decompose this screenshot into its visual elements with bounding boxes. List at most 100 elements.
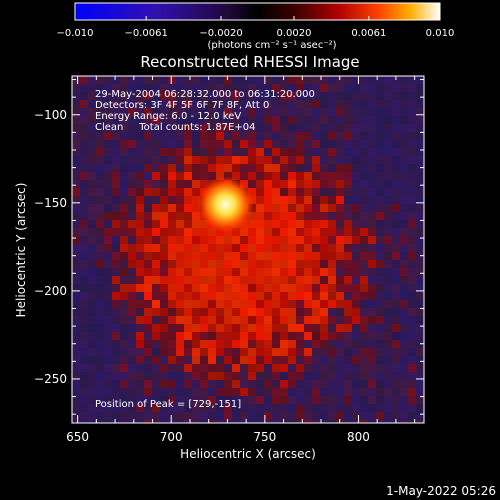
image-pixel: [200, 324, 208, 332]
image-pixel: [392, 412, 400, 420]
image-pixel: [96, 92, 104, 100]
image-pixel: [80, 380, 88, 388]
image-pixel: [136, 420, 144, 423]
image-pixel: [296, 228, 304, 236]
image-pixel: [296, 356, 304, 364]
image-pixel: [392, 268, 400, 276]
image-pixel: [112, 156, 120, 164]
image-pixel: [304, 284, 312, 292]
image-pixel: [216, 284, 224, 292]
image-pixel: [240, 324, 248, 332]
image-pixel: [184, 172, 192, 180]
image-pixel: [408, 132, 416, 140]
image-pixel: [136, 276, 144, 284]
image-pixel: [400, 396, 408, 404]
image-pixel: [400, 324, 408, 332]
image-pixel: [392, 132, 400, 140]
image-pixel: [136, 300, 144, 308]
image-pixel: [152, 212, 160, 220]
image-pixel: [368, 284, 376, 292]
image-pixel: [192, 132, 200, 140]
image-pixel: [304, 244, 312, 252]
image-pixel: [128, 276, 136, 284]
image-pixel: [160, 388, 168, 396]
image-pixel: [384, 108, 392, 116]
image-pixel: [288, 156, 296, 164]
image-pixel: [104, 236, 112, 244]
image-pixel: [320, 164, 328, 172]
image-pixel: [360, 252, 368, 260]
image-pixel: [240, 84, 248, 92]
image-pixel: [352, 396, 360, 404]
image-pixel: [168, 212, 176, 220]
image-pixel: [376, 76, 384, 84]
image-pixel: [264, 340, 272, 348]
image-pixel: [408, 100, 416, 108]
image-pixel: [176, 420, 184, 423]
image-pixel: [160, 204, 168, 212]
image-pixel: [264, 204, 272, 212]
image-pixel: [240, 260, 248, 268]
image-pixel: [312, 316, 320, 324]
image-pixel: [104, 284, 112, 292]
image-pixel: [128, 204, 136, 212]
image-pixel: [328, 236, 336, 244]
image-pixel: [216, 124, 224, 132]
image-pixel: [208, 116, 216, 124]
image-pixel: [248, 372, 256, 380]
image-pixel: [384, 260, 392, 268]
image-pixel: [80, 260, 88, 268]
image-pixel: [104, 372, 112, 380]
image-pixel: [224, 292, 232, 300]
image-pixel: [304, 76, 312, 84]
image-pixel: [336, 260, 344, 268]
image-pixel: [408, 76, 416, 84]
image-pixel: [176, 324, 184, 332]
image-pixel: [344, 252, 352, 260]
image-pixel: [144, 140, 152, 148]
image-pixel: [376, 228, 384, 236]
image-pixel: [224, 308, 232, 316]
image-pixel: [104, 124, 112, 132]
image-pixel: [232, 324, 240, 332]
image-pixel: [136, 388, 144, 396]
image-pixel: [160, 412, 168, 420]
image-pixel: [192, 92, 200, 100]
image-pixel: [376, 180, 384, 188]
image-pixel: [152, 300, 160, 308]
image-pixel: [256, 84, 264, 92]
image-pixel: [320, 276, 328, 284]
image-pixel: [240, 396, 248, 404]
image-pixel: [272, 244, 280, 252]
image-pixel: [352, 420, 360, 423]
image-pixel: [360, 324, 368, 332]
image-pixel: [312, 76, 320, 84]
image-pixel: [312, 188, 320, 196]
image-pixel: [80, 84, 88, 92]
image-pixel: [392, 252, 400, 260]
image-pixel: [304, 420, 312, 423]
image-pixel: [120, 76, 128, 84]
image-pixel: [168, 340, 176, 348]
image-pixel: [120, 124, 128, 132]
image-pixel: [192, 396, 200, 404]
image-pixel: [136, 348, 144, 356]
image-pixel: [320, 100, 328, 108]
image-pixel: [96, 124, 104, 132]
image-pixel: [344, 268, 352, 276]
image-pixel: [120, 372, 128, 380]
image-pixel: [296, 396, 304, 404]
image-pixel: [256, 300, 264, 308]
image-pixel: [408, 268, 416, 276]
image-pixel: [376, 276, 384, 284]
image-pixel: [360, 404, 368, 412]
image-pixel: [120, 180, 128, 188]
image-pixel: [296, 292, 304, 300]
image-pixel: [408, 220, 416, 228]
image-pixel: [416, 228, 424, 236]
image-pixel: [384, 76, 392, 84]
image-pixel: [296, 212, 304, 220]
image-pixel: [384, 236, 392, 244]
image-pixel: [80, 108, 88, 116]
image-pixel: [200, 252, 208, 260]
